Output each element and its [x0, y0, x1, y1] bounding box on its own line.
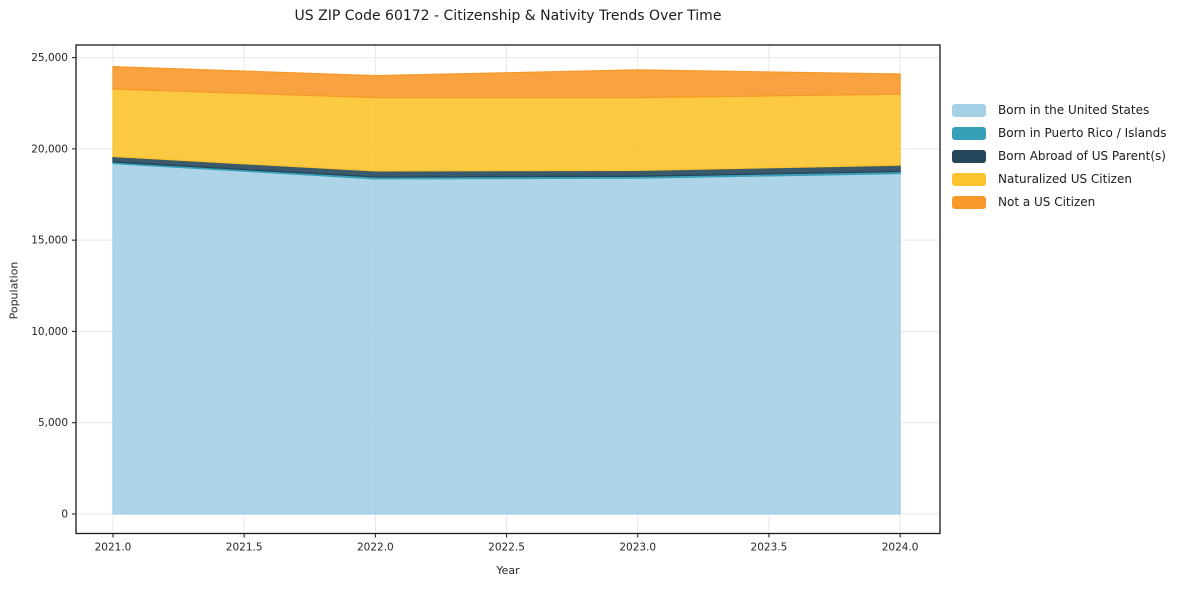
- chart-title: US ZIP Code 60172 - Citizenship & Nativi…: [294, 8, 722, 24]
- x-tick-label: 2022.0: [357, 542, 394, 554]
- y-tick-label: 10,000: [31, 326, 68, 338]
- legend-label: Born in Puerto Rico / Islands: [998, 126, 1167, 140]
- y-axis-label: Population: [7, 261, 21, 320]
- legend-item: Not a US Citizen: [952, 195, 1167, 210]
- legend-swatch: [952, 173, 986, 187]
- x-tick-label: 2024.0: [882, 542, 919, 554]
- y-tick-label: 25,000: [31, 52, 68, 64]
- x-axis-label: Year: [496, 564, 520, 577]
- y-tick-label: 0: [61, 508, 68, 520]
- area-band-3: [112, 88, 901, 172]
- legend-item: Naturalized US Citizen: [952, 172, 1167, 187]
- y-tick-label: 15,000: [31, 235, 68, 247]
- legend-label: Born in the United States: [998, 103, 1150, 117]
- y-tick-label: 20,000: [31, 143, 68, 155]
- legend-item: Born Abroad of US Parent(s): [952, 149, 1167, 164]
- x-tick-label: 2023.0: [619, 542, 656, 554]
- legend-label: Not a US Citizen: [998, 195, 1096, 209]
- legend-swatch: [952, 196, 986, 210]
- area-band-4: [112, 66, 901, 99]
- x-tick-label: 2023.5: [751, 542, 788, 554]
- area-band-0: [112, 162, 901, 515]
- legend-label: Born Abroad of US Parent(s): [998, 149, 1166, 163]
- x-tick-label: 2021.5: [226, 542, 263, 554]
- legend-swatch: [952, 104, 986, 118]
- legend: Born in the United States Born in Puerto …: [952, 103, 1167, 210]
- x-tick-label: 2021.0: [95, 542, 132, 554]
- legend-item: Born in the United States: [952, 103, 1167, 118]
- y-tick-label: 5,000: [38, 417, 68, 429]
- plot-border: [75, 44, 941, 535]
- legend-label: Naturalized US Citizen: [998, 172, 1132, 186]
- legend-item: Born in Puerto Rico / Islands: [952, 126, 1167, 141]
- x-tick-label: 2022.5: [488, 542, 525, 554]
- legend-swatch: [952, 127, 986, 141]
- legend-swatch: [952, 150, 986, 164]
